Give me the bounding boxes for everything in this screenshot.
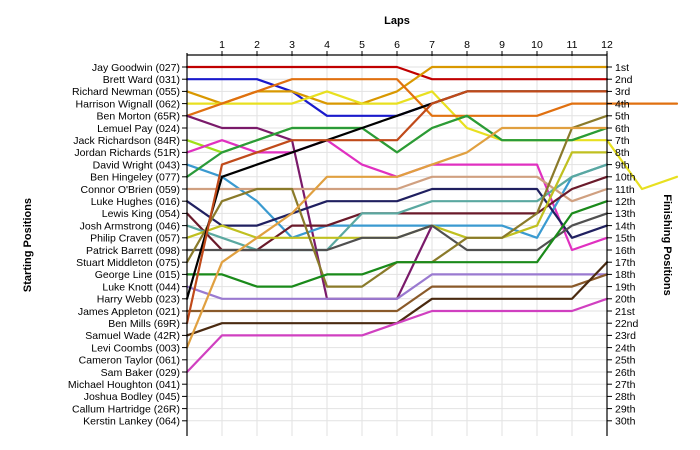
lap-tick-label: 10 [531,39,543,51]
lap-tick-label: 11 [567,39,578,51]
driver-label: Richard Newman (055) [72,86,180,98]
driver-label: Kerstin Lankey (064) [83,416,180,428]
series-line-24 [185,126,609,349]
driver-label: Lemuel Pay (024) [97,123,180,135]
driver-label: Luke Knott (044) [102,281,180,293]
driver-label: Ben Mills (69R) [108,318,180,330]
driver-label: Joshua Bodley (045) [84,391,180,403]
lap-tick-label: 8 [464,39,470,51]
right-axis-title: Finishing Positions [661,194,673,295]
driver-label: Luke Hughes (016) [91,196,180,208]
driver-label: Josh Armstrong (046) [80,220,180,232]
finishing-position-label: 18th [615,269,636,281]
driver-label: Ben Morton (65R) [97,111,180,123]
finishing-position-label: 19th [615,281,636,293]
finishing-position-label: 10th [615,172,636,184]
lap-tick-label: 7 [429,39,435,51]
driver-label: Samuel Wade (42R) [85,330,180,342]
series-line-9 [185,163,609,239]
finishing-position-label: 13th [615,208,636,220]
finishing-position-label: 29th [615,403,636,415]
driver-label: Jack Richardson (84R) [73,135,180,147]
finishing-position-label: 26th [615,367,636,379]
finishing-position-label: 11th [615,184,635,196]
driver-label: James Appleton (021) [78,306,180,318]
finishing-position-label: 27th [615,379,636,391]
left-axis-title: Starting Positions [22,198,34,292]
finishing-position-label: 16th [615,245,636,257]
driver-label: Michael Houghton (041) [68,379,180,391]
series-line-18 [185,200,609,288]
finishing-position-label: 24th [615,342,636,354]
finishing-position-label: 22nd [615,318,639,330]
driver-label: George Line (015) [95,269,180,281]
driver-label: Lewis King (054) [102,208,180,220]
lap-tick-label: 12 [601,39,613,51]
driver-label: Harry Webb (023) [97,294,180,306]
lap-tick-label: 1 [219,39,225,51]
finishing-position-label: 21st [615,306,635,318]
series-line-19 [185,273,609,300]
finishing-position-label: 2nd [615,74,633,86]
lap-tick-label: 3 [289,39,295,51]
driver-label: Connor O'Brien (059) [81,184,180,196]
finishing-position-label: 14th [615,220,636,232]
driver-label: Callum Hartridge (26R) [72,403,180,415]
lap-tick-label: 9 [499,39,505,51]
driver-label: Philip Craven (057) [90,233,180,245]
series-line-10 [185,114,609,178]
driver-label: Sam Baker (029) [101,367,180,379]
finishing-position-label: 17th [615,257,636,269]
finishing-position-label: 3rd [615,86,630,98]
driver-label: Cameron Taylor (061) [79,355,180,367]
series-line-1 [185,65,609,81]
finishing-position-label: 1st [615,62,629,74]
finishing-position-label: 6th [615,123,630,135]
finishing-position-label: 23rd [615,330,636,342]
series-line-12 [185,187,609,239]
series-line-5 [185,78,679,117]
series-line-21 [185,273,609,313]
driver-label: Brett Ward (031) [103,74,180,86]
driver-label: Levi Coombs (003) [91,342,180,354]
lap-tick-label: 4 [324,39,330,51]
finishing-position-label: 20th [615,294,636,306]
series-line-4 [185,90,679,191]
lap-tick-label: 2 [254,39,260,51]
lap-tick-label: 5 [359,39,365,51]
finishing-position-label: 28th [615,391,636,403]
finishing-position-label: 25th [615,355,636,367]
lap-tick-label: 6 [394,39,400,51]
finishing-position-label: 15th [615,233,636,245]
series-line-16 [185,212,609,252]
finishing-position-label: 7th [615,135,630,147]
series-line-2 [185,78,434,117]
series-line-22 [185,90,609,325]
finishing-position-label: 4th [615,98,630,110]
finishing-position-label: 8th [615,147,630,159]
axes [182,51,612,436]
series-layer [185,65,679,374]
driver-label: Ben Hingeley (077) [90,172,180,184]
driver-label: David Wright (043) [93,159,180,171]
driver-label: Patrick Barrett (098) [86,245,180,257]
finishing-position-label: 5th [615,111,630,123]
x-axis-title: Laps [384,15,410,27]
finishing-position-label: 9th [615,159,630,171]
finishing-position-label: 30th [615,416,636,428]
driver-label: Stuart Middleton (075) [76,257,180,269]
driver-label: Jordan Richards (51R) [74,147,180,159]
finishing-position-label: 12th [615,196,636,208]
series-line-25 [185,297,609,374]
driver-label: Harrison Wignall (062) [76,98,180,110]
driver-label: Jay Goodwin (027) [92,62,180,74]
